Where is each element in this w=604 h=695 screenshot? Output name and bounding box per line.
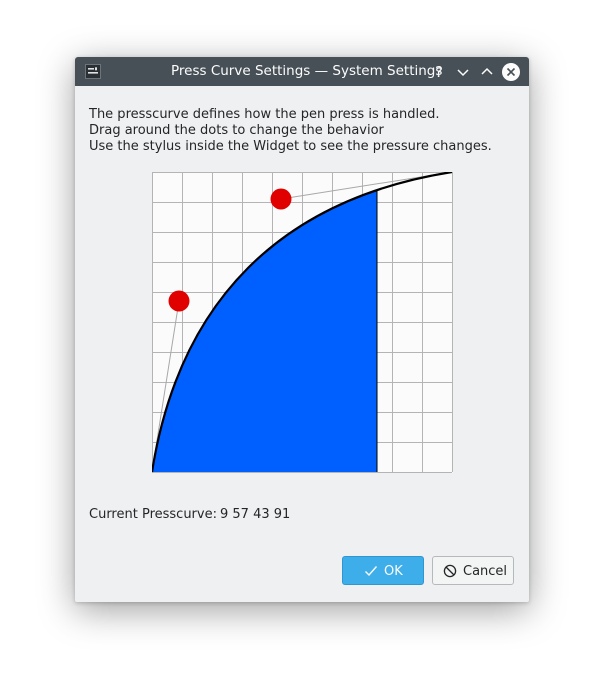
title-bar[interactable]: Press Curve Settings — System Settings ? — [75, 57, 529, 86]
app-icon — [85, 64, 101, 79]
press-curve-widget[interactable] — [152, 172, 453, 473]
window-title: Press Curve Settings — System Settings — [171, 63, 443, 79]
description-line-3: Use the stylus inside the Widget to see … — [89, 139, 492, 154]
cancel-button-label: Cancel — [463, 564, 508, 579]
description-line-2: Drag around the dots to change the behav… — [89, 123, 384, 138]
checkmark-icon — [365, 566, 378, 577]
help-icon[interactable]: ? — [435, 63, 443, 81]
current-presscurve-value: 9 57 43 91 — [220, 507, 291, 522]
control-point-2[interactable] — [270, 188, 292, 210]
press-curve-dialog: Press Curve Settings — System Settings ?… — [75, 57, 529, 602]
cancel-button[interactable]: Cancel — [432, 556, 514, 585]
minimize-icon[interactable] — [453, 62, 473, 82]
ok-button[interactable]: OK — [342, 556, 424, 585]
current-presscurve-label: Current Presscurve: — [89, 507, 217, 522]
control-point-1[interactable] — [168, 290, 190, 312]
close-icon[interactable] — [501, 62, 521, 82]
pressure-fill — [152, 190, 377, 472]
press-curve — [152, 172, 453, 473]
ok-button-label: OK — [384, 564, 403, 579]
description-text: The presscurve defines how the pen press… — [89, 107, 492, 155]
cancel-icon — [443, 564, 457, 578]
maximize-icon[interactable] — [477, 62, 497, 82]
description-line-1: The presscurve defines how the pen press… — [89, 107, 440, 122]
